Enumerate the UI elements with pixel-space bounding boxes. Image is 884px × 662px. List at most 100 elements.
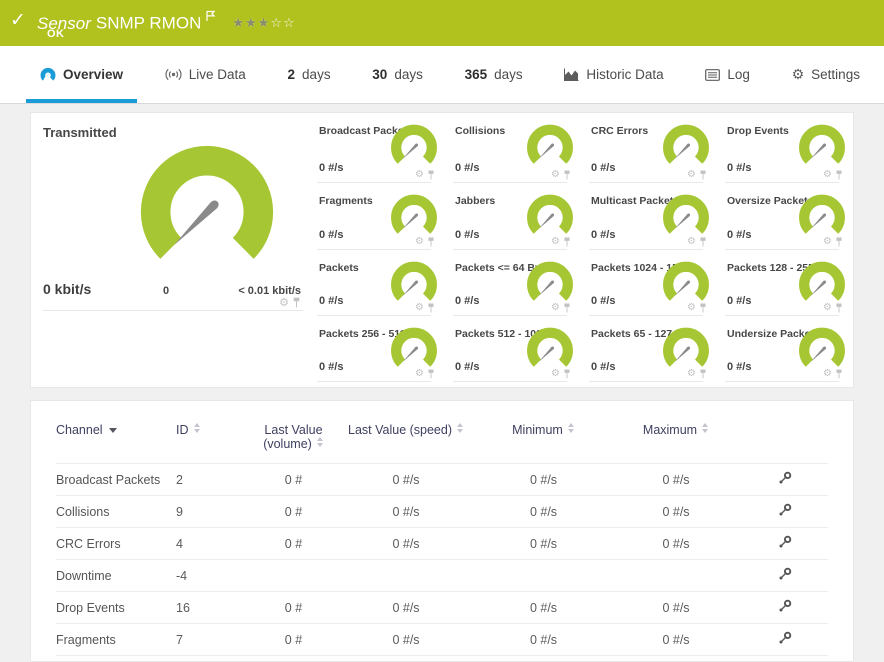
- pin-icon[interactable]: [835, 369, 843, 379]
- last-value-volume-cell: 0 #: [251, 591, 336, 624]
- gear-icon[interactable]: ⚙: [415, 368, 424, 379]
- gauge-chart: [663, 261, 709, 301]
- channel-gauge-value: 0 #/s: [727, 295, 752, 307]
- pin-icon[interactable]: [427, 369, 435, 379]
- pin-icon[interactable]: [835, 170, 843, 180]
- gauge-chart: [527, 327, 573, 367]
- channel-gauge-cell[interactable]: Packets 1024 - 1518 B… 0 #/s ⚙: [583, 250, 719, 316]
- gear-icon[interactable]: ⚙: [823, 302, 832, 313]
- gear-icon[interactable]: ⚙: [823, 236, 832, 247]
- channel-gauge-cell[interactable]: Fragments 0 #/s ⚙: [311, 183, 447, 250]
- channel-settings-icon[interactable]: [778, 503, 792, 520]
- channel-gauge-cell[interactable]: CRC Errors 0 #/s ⚙: [583, 113, 719, 183]
- column-header-id[interactable]: ID: [176, 423, 251, 464]
- pin-icon[interactable]: [427, 170, 435, 180]
- channel-settings-icon[interactable]: [778, 535, 792, 552]
- pin-icon[interactable]: [699, 170, 707, 180]
- tab-historic-data[interactable]: Historic Data: [550, 46, 677, 103]
- pin-icon[interactable]: [563, 237, 571, 247]
- pin-icon[interactable]: [427, 303, 435, 313]
- gear-icon[interactable]: ⚙: [279, 296, 289, 309]
- priority-stars[interactable]: ★★★☆☆: [232, 16, 295, 31]
- gear-icon[interactable]: ⚙: [687, 368, 696, 379]
- gauge-chart: [527, 194, 573, 234]
- gear-icon[interactable]: ⚙: [551, 368, 560, 379]
- gear-icon[interactable]: ⚙: [415, 236, 424, 247]
- column-header-last-value-speed[interactable]: Last Value (speed): [336, 423, 476, 464]
- tab-overview[interactable]: Overview: [26, 46, 138, 103]
- channel-gauge-title: Oversize Packets: [727, 195, 811, 207]
- table-row: CRC Errors 4 0 # 0 #/s 0 #/s 0 #/s: [56, 527, 828, 560]
- table-row: Downtime -4: [56, 559, 828, 592]
- channel-gauge-cell[interactable]: Drop Events 0 #/s ⚙: [719, 113, 855, 183]
- channel-gauge-cell[interactable]: Broadcast Packets 0 #/s ⚙: [311, 113, 447, 183]
- gear-icon[interactable]: ⚙: [551, 169, 560, 180]
- tab-365-days[interactable]: 365 days: [451, 46, 537, 103]
- channel-gauge-cell[interactable]: Packets <= 64 Byte 0 #/s ⚙: [447, 250, 583, 316]
- pin-icon[interactable]: [292, 297, 301, 308]
- channel-name-cell: Collisions: [56, 495, 176, 528]
- channel-settings-icon[interactable]: [778, 567, 792, 584]
- column-header-channel[interactable]: Channel: [56, 423, 176, 464]
- channel-gauge-cell[interactable]: Packets 65 - 127 Bytes 0 #/s ⚙: [583, 316, 719, 382]
- channel-gauge-title: Fragments: [319, 195, 373, 207]
- channel-gauge-cell[interactable]: Collisions 0 #/s ⚙: [447, 113, 583, 183]
- main-gauge-transmitted[interactable]: Transmitted 0 kbit/s 0 < 0.01 kbit/s ⚙: [31, 113, 311, 311]
- column-header-minimum[interactable]: Minimum: [476, 423, 611, 464]
- gear-icon[interactable]: ⚙: [687, 169, 696, 180]
- channel-gauge-cell[interactable]: Packets 256 - 511 Bytes 0 #/s ⚙: [311, 316, 447, 382]
- pin-icon[interactable]: [563, 170, 571, 180]
- channel-gauge-grid: Broadcast Packets 0 #/s ⚙ Collisions: [311, 113, 855, 382]
- gauge-chart: [391, 261, 437, 301]
- tab-2-days[interactable]: 2 days: [274, 46, 345, 103]
- channel-gauge-cell[interactable]: Jabbers 0 #/s ⚙: [447, 183, 583, 250]
- tab-30-days[interactable]: 30 days: [358, 46, 437, 103]
- channel-gauge-cell[interactable]: Undersize Packets 0 #/s ⚙: [719, 316, 855, 382]
- channel-gauge-cell[interactable]: Packets 0 #/s ⚙: [311, 250, 447, 316]
- last-value-volume-cell: [251, 559, 336, 592]
- channel-gauge-title: Collisions: [455, 125, 506, 137]
- channel-table: Channel ID Last Value (volume) Last Valu…: [56, 423, 828, 662]
- channel-gauge-value: 0 #/s: [455, 229, 480, 241]
- gear-icon[interactable]: ⚙: [823, 368, 832, 379]
- channel-gauge-cell[interactable]: Multicast Packets 0 #/s ⚙: [583, 183, 719, 250]
- channel-name-cell: Downtime: [56, 559, 176, 592]
- gauge-chart: [799, 124, 845, 164]
- channel-gauge-cell[interactable]: Packets 128 - 255 Bytes 0 #/s ⚙: [719, 250, 855, 316]
- gear-icon[interactable]: ⚙: [415, 169, 424, 180]
- table-row: Broadcast Packets 2 0 # 0 #/s 0 #/s 0 #/…: [56, 463, 828, 496]
- pin-icon[interactable]: [835, 303, 843, 313]
- gear-icon[interactable]: ⚙: [823, 169, 832, 180]
- tab-settings[interactable]: ⚙ Settings: [778, 46, 874, 103]
- channel-gauge-cell[interactable]: Packets 512 - 1023 Byt… 0 #/s ⚙: [447, 316, 583, 382]
- pin-icon[interactable]: [563, 369, 571, 379]
- channel-gauge-value: 0 #/s: [727, 361, 752, 373]
- gear-icon[interactable]: ⚙: [551, 236, 560, 247]
- gear-icon[interactable]: ⚙: [551, 302, 560, 313]
- tab-live-data[interactable]: Live Data: [151, 46, 260, 103]
- column-header-maximum[interactable]: Maximum: [611, 423, 741, 464]
- gear-icon[interactable]: ⚙: [687, 236, 696, 247]
- tab-log[interactable]: Log: [691, 46, 764, 103]
- channel-settings-icon[interactable]: [778, 631, 792, 648]
- gear-icon[interactable]: ⚙: [687, 302, 696, 313]
- pin-icon[interactable]: [699, 303, 707, 313]
- channel-settings-icon[interactable]: [778, 471, 792, 488]
- gear-icon[interactable]: ⚙: [415, 302, 424, 313]
- column-header-last-value-volume[interactable]: Last Value (volume): [263, 423, 323, 451]
- tab-label: Settings: [811, 67, 860, 82]
- last-value-speed-cell: 0 #/s: [336, 655, 476, 662]
- pin-icon[interactable]: [835, 237, 843, 247]
- sort-icon: [457, 423, 464, 433]
- pin-icon[interactable]: [699, 369, 707, 379]
- pin-icon[interactable]: [427, 237, 435, 247]
- maximum-cell: 0 #/s: [611, 591, 741, 624]
- tab-label: days: [394, 67, 423, 82]
- channel-gauge-title: Drop Events: [727, 125, 789, 137]
- pin-icon[interactable]: [563, 303, 571, 313]
- pin-icon[interactable]: [699, 237, 707, 247]
- channel-settings-icon[interactable]: [778, 599, 792, 616]
- channel-gauge-cell[interactable]: Oversize Packets 0 #/s ⚙: [719, 183, 855, 250]
- channel-gauge-title: Packets <= 64 Byte: [455, 262, 539, 274]
